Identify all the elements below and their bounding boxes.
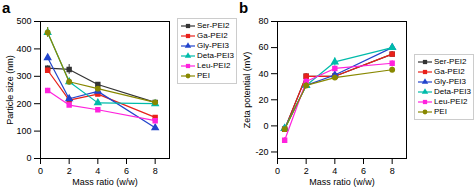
- html-text:Ga-PEI2: Ga-PEI2: [197, 31, 228, 40]
- html-text:PEI: PEI: [197, 71, 210, 80]
- svg-text:2: 2: [304, 166, 309, 176]
- svg-text:80: 80: [258, 16, 268, 26]
- html-text:Ga-PEI2: Ga-PEI2: [434, 66, 465, 76]
- html-text:Leu-PEI2: Leu-PEI2: [434, 96, 468, 106]
- svg-text:300: 300: [16, 71, 31, 81]
- svg-text:8: 8: [153, 166, 158, 176]
- svg-text:500: 500: [16, 16, 31, 26]
- html-text:a: a: [2, 0, 11, 16]
- svg-text:6: 6: [361, 166, 366, 176]
- svg-text:Mass ratio (w/w): Mass ratio (w/w): [309, 177, 375, 187]
- svg-text:60: 60: [258, 42, 268, 52]
- svg-text:4: 4: [95, 166, 100, 176]
- html-text:Gly-PEI3: Gly-PEI3: [434, 76, 466, 86]
- html-text:Leu-PEI2: Leu-PEI2: [197, 61, 231, 70]
- svg-text:40: 40: [258, 69, 268, 79]
- svg-text:Mass ratio (w/w): Mass ratio (w/w): [72, 177, 138, 187]
- svg-text:0: 0: [26, 153, 31, 163]
- svg-text:Particle size (nm): Particle size (nm): [5, 55, 15, 125]
- svg-text:4: 4: [332, 166, 337, 176]
- svg-text:0: 0: [263, 121, 268, 131]
- html-text:b: b: [239, 0, 249, 16]
- svg-text:-20: -20: [255, 147, 268, 157]
- html-text:PEI: PEI: [434, 106, 447, 116]
- svg-text:100: 100: [16, 126, 31, 136]
- svg-text:2: 2: [67, 166, 72, 176]
- svg-text:8: 8: [390, 166, 395, 176]
- html-text:Ser-PEI2: Ser-PEI2: [197, 21, 230, 30]
- html-text:Ser-PEI2: Ser-PEI2: [434, 56, 467, 66]
- svg-text:20: 20: [258, 95, 268, 105]
- svg-text:0: 0: [275, 166, 280, 176]
- svg-text:200: 200: [16, 99, 31, 109]
- svg-text:0: 0: [38, 166, 43, 176]
- svg-text:400: 400: [16, 44, 31, 54]
- html-text:Deta-PEI3: Deta-PEI3: [434, 86, 471, 96]
- html-text:Gly-PEI3: Gly-PEI3: [197, 41, 229, 50]
- svg-text:6: 6: [124, 166, 129, 176]
- html-text:Deta-PEI3: Deta-PEI3: [197, 51, 234, 60]
- svg-text:Zeta potential (mV): Zeta potential (mV): [242, 52, 252, 129]
